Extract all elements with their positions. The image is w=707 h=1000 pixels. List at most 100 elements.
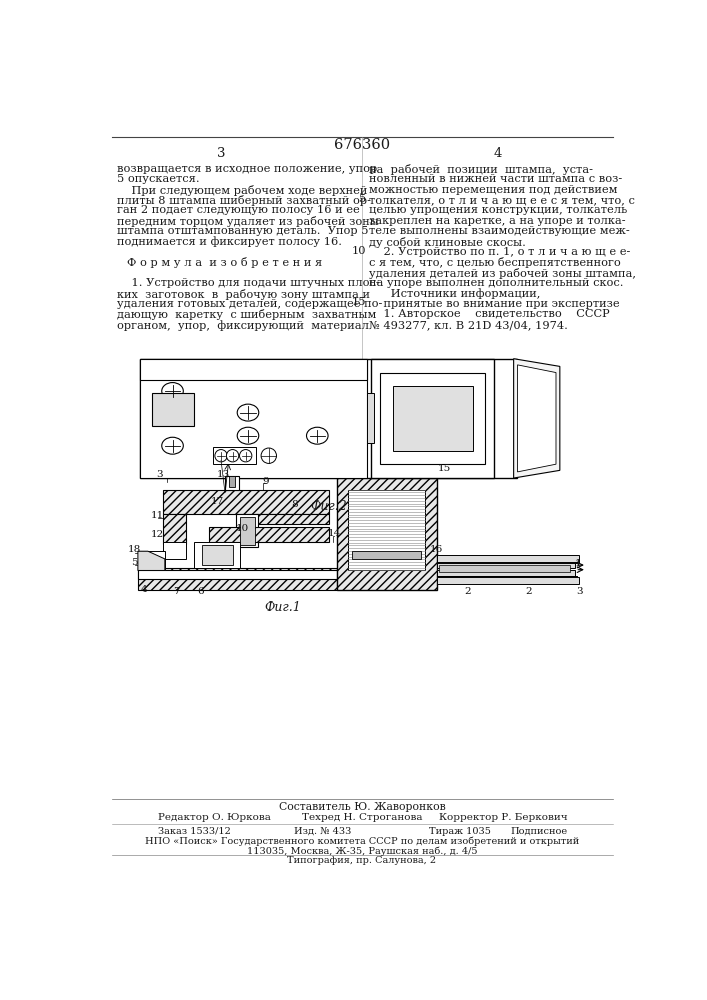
- Text: принятые во внимание при экспертизе: принятые во внимание при экспертизе: [369, 299, 619, 309]
- Text: ду собой клиновые скосы.: ду собой клиновые скосы.: [369, 237, 526, 248]
- Bar: [140, 359, 368, 380]
- Text: Техред Н. Строганова: Техред Н. Строганова: [302, 813, 422, 822]
- Text: Изд. № 433: Изд. № 433: [294, 827, 351, 836]
- Bar: [140, 359, 518, 478]
- Text: 113035, Москва, Ж-35, Раушская наб., д. 4/5: 113035, Москва, Ж-35, Раушская наб., д. …: [247, 846, 477, 856]
- Text: 15: 15: [351, 297, 366, 307]
- Text: Редактор О. Юркова: Редактор О. Юркова: [158, 813, 271, 822]
- Bar: [240, 517, 255, 545]
- Bar: [229, 476, 235, 487]
- Bar: [437, 570, 575, 576]
- Text: Фиг.1: Фиг.1: [264, 601, 301, 614]
- Bar: [439, 565, 570, 572]
- Text: 6: 6: [197, 587, 204, 596]
- Text: Типография, пр. Салунова, 2: Типография, пр. Салунова, 2: [287, 856, 436, 865]
- Bar: [163, 490, 329, 514]
- Bar: [437, 562, 575, 568]
- Text: удаления готовых деталей, содержащее по-: удаления готовых деталей, содержащее по-: [117, 299, 382, 309]
- Polygon shape: [518, 365, 556, 472]
- Bar: [380, 373, 485, 464]
- Text: на  рабочей  позиции  штампа,  уста-: на рабочей позиции штампа, уста-: [369, 164, 593, 175]
- Ellipse shape: [162, 383, 183, 400]
- Text: 2: 2: [526, 587, 532, 596]
- Text: 3: 3: [576, 587, 583, 596]
- Text: 4: 4: [494, 147, 503, 160]
- Text: 9: 9: [262, 477, 269, 486]
- Bar: [152, 393, 194, 426]
- Text: 5 опускается.: 5 опускается.: [117, 174, 199, 184]
- Bar: [138, 568, 337, 590]
- Text: целью упрощения конструкции, толкатель: целью упрощения конструкции, толкатель: [369, 205, 627, 215]
- Text: Тираж 1035: Тираж 1035: [429, 827, 491, 836]
- Bar: [140, 359, 368, 478]
- Ellipse shape: [238, 427, 259, 444]
- Text: 5: 5: [132, 558, 138, 567]
- Text: 14: 14: [327, 529, 341, 538]
- Text: дающую  каретку  с шиберным  захватным: дающую каретку с шиберным захватным: [117, 309, 376, 320]
- Bar: [437, 564, 575, 580]
- Text: с я тем, что, с целью беспрепятственного: с я тем, что, с целью беспрепятственного: [369, 257, 621, 268]
- Text: 10: 10: [351, 246, 366, 256]
- Polygon shape: [514, 359, 560, 478]
- Text: 3: 3: [217, 147, 226, 160]
- Bar: [209, 527, 329, 542]
- Text: № 493277, кл. В 21D 43/04, 1974.: № 493277, кл. В 21D 43/04, 1974.: [369, 320, 568, 330]
- Bar: [163, 514, 187, 544]
- Bar: [368, 393, 373, 443]
- Bar: [201, 545, 233, 565]
- Ellipse shape: [238, 404, 259, 421]
- Text: 12: 12: [151, 530, 165, 539]
- Bar: [348, 490, 425, 570]
- Ellipse shape: [307, 427, 328, 444]
- Text: 1: 1: [575, 559, 582, 568]
- Circle shape: [215, 450, 227, 462]
- Text: закреплен на каретке, а на упоре и толка-: закреплен на каретке, а на упоре и толка…: [369, 216, 626, 226]
- Text: передним торцом удаляет из рабочей зоны: передним торцом удаляет из рабочей зоны: [117, 216, 379, 227]
- Bar: [225, 476, 239, 490]
- Circle shape: [226, 450, 239, 462]
- Text: НПО «Поиск» Государственного комитета СССР по делам изобретений и открытий: НПО «Поиск» Государственного комитета СС…: [145, 837, 579, 846]
- Text: 1. Устройство для подачи штучных плос-: 1. Устройство для подачи штучных плос-: [117, 278, 380, 288]
- Bar: [138, 551, 165, 570]
- Text: Составитель Ю. Жаворонков: Составитель Ю. Жаворонков: [279, 802, 445, 812]
- Bar: [144, 363, 363, 474]
- Text: Фиг.2: Фиг.2: [310, 500, 347, 513]
- Text: органом,  упор,  фиксирующий  материал: органом, упор, фиксирующий материал: [117, 320, 369, 331]
- Text: 16: 16: [430, 545, 443, 554]
- Text: Заказ 1533/12: Заказ 1533/12: [158, 827, 230, 836]
- Bar: [194, 542, 240, 568]
- Text: 10: 10: [236, 524, 250, 533]
- Bar: [352, 551, 421, 559]
- Text: 4: 4: [141, 585, 147, 594]
- Ellipse shape: [162, 437, 183, 454]
- Text: ких  заготовок  в  рабочую зону штампа и: ких заготовок в рабочую зону штампа и: [117, 289, 370, 300]
- Text: ган 2 подает следующую полосу 16 и ее: ган 2 подает следующую полосу 16 и ее: [117, 205, 360, 215]
- Text: 15: 15: [438, 464, 451, 473]
- Bar: [138, 570, 337, 579]
- Text: возвращается в исходное положение, упор: возвращается в исходное положение, упор: [117, 164, 378, 174]
- Text: 5: 5: [358, 194, 366, 204]
- Text: 18: 18: [128, 545, 141, 554]
- Text: 8: 8: [291, 500, 298, 509]
- Text: 13: 13: [217, 470, 230, 479]
- Text: плиты 8 штампа шиберный захватный ор-: плиты 8 штампа шиберный захватный ор-: [117, 195, 371, 206]
- Text: 2. Устройство по п. 1, о т л и ч а ю щ е е-: 2. Устройство по п. 1, о т л и ч а ю щ е…: [369, 247, 630, 257]
- Text: Корректор Р. Беркович: Корректор Р. Беркович: [439, 813, 568, 822]
- Bar: [214, 447, 256, 464]
- Circle shape: [240, 450, 252, 462]
- Circle shape: [261, 448, 276, 463]
- Text: Источники информации,: Источники информации,: [369, 289, 540, 299]
- Bar: [163, 542, 187, 559]
- Bar: [393, 386, 473, 451]
- Bar: [337, 466, 437, 590]
- Text: теле выполнены взаимодействующие меж-: теле выполнены взаимодействующие меж-: [369, 226, 630, 236]
- Bar: [437, 577, 579, 584]
- Bar: [256, 514, 329, 524]
- Text: 3: 3: [156, 470, 163, 479]
- Bar: [236, 514, 258, 547]
- Text: 7: 7: [173, 587, 180, 596]
- Text: Подписное: Подписное: [510, 827, 568, 836]
- Text: новленный в нижней части штампа с воз-: новленный в нижней части штампа с воз-: [369, 174, 622, 184]
- Text: 2: 2: [464, 587, 471, 596]
- Text: можностью перемещения под действием: можностью перемещения под действием: [369, 185, 617, 195]
